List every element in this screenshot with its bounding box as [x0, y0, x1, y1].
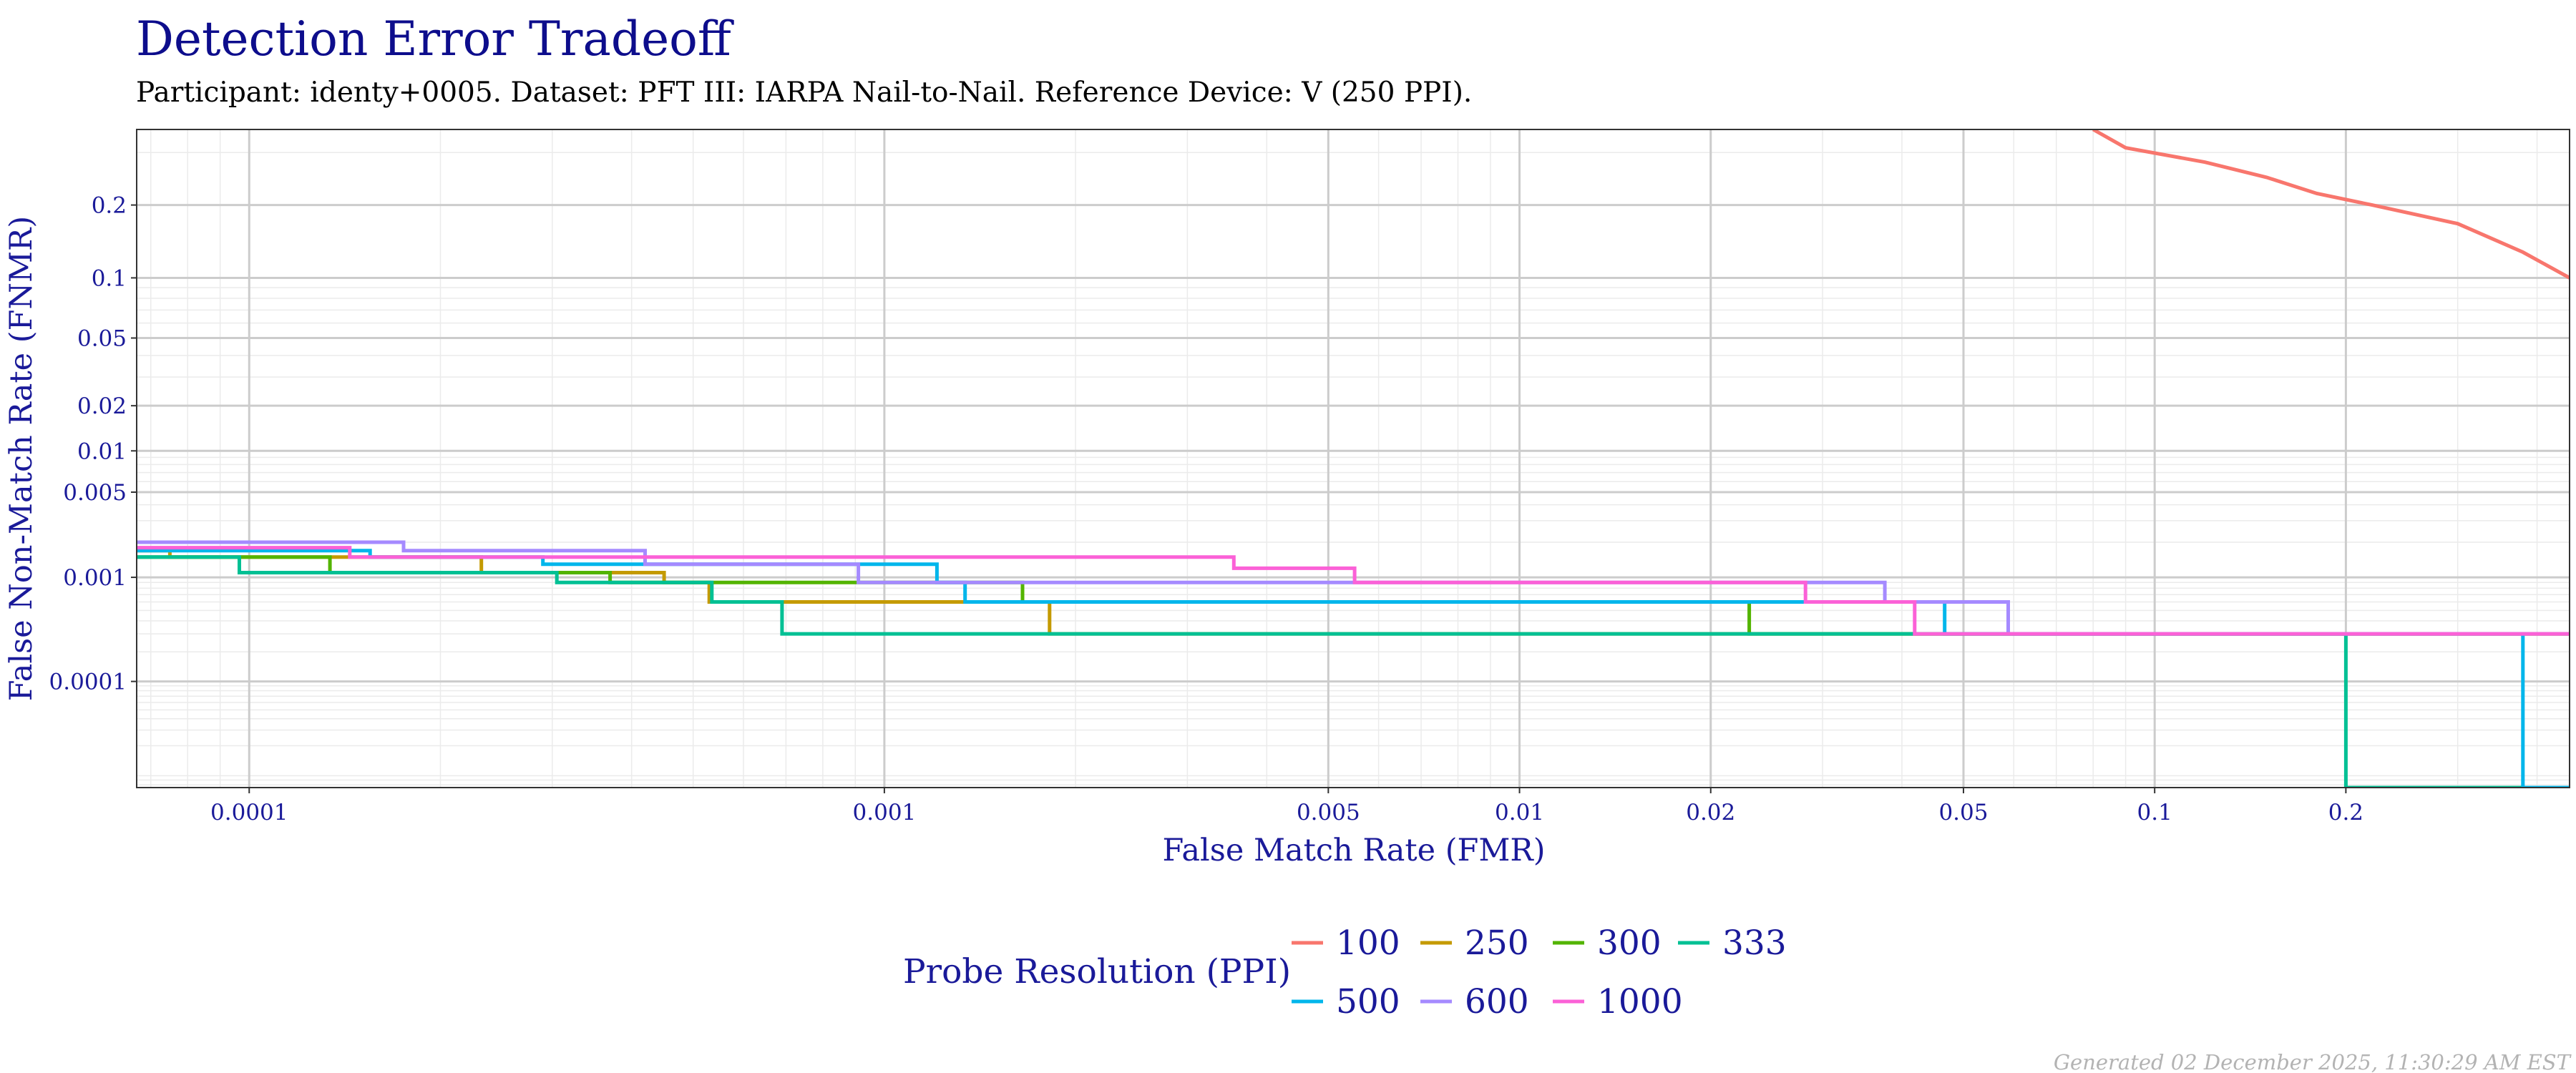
series-line-600 — [137, 540, 2570, 636]
x-tick-label: 0.0001 — [210, 800, 288, 825]
legend-label-100: 100 — [1336, 923, 1400, 963]
y-tick-label: 0.1 — [92, 265, 127, 291]
series-line-300 — [137, 555, 2570, 636]
legend-label-500: 500 — [1336, 982, 1400, 1021]
x-tick-label: 0.01 — [1495, 800, 1544, 825]
x-tick-label: 0.05 — [1938, 800, 1988, 825]
x-tick-label: 0.005 — [1297, 800, 1360, 825]
plot-panel — [137, 129, 2570, 788]
x-axis-title: False Match Rate (FMR) — [1162, 833, 1545, 868]
major-grid — [137, 129, 2570, 788]
plot-border — [136, 129, 2570, 788]
chart-subtitle: Participant: identy+0005. Dataset: PFT I… — [136, 77, 1472, 109]
chart-title: Detection Error Tradeoff — [136, 11, 734, 67]
x-tick-label: 0.2 — [2328, 800, 2363, 825]
y-tick-label: 0.02 — [77, 393, 127, 419]
y-tick-label: 0.2 — [92, 193, 127, 219]
y-axis-title: False Non-Match Rate (FNMR) — [4, 216, 39, 701]
x-tick-label: 0.02 — [1686, 800, 1735, 825]
series-line-333 — [137, 555, 2570, 788]
series-layer — [137, 129, 2570, 788]
x-tick-label: 0.001 — [853, 800, 917, 825]
series-line-100 — [2092, 129, 2570, 280]
y-tick-label: 0.005 — [63, 480, 127, 506]
legend-label-300: 300 — [1597, 923, 1662, 963]
y-axis: 0.2 0.1 0.05 0.02 0.01 0.005 0.001 0.0001 — [49, 193, 137, 695]
x-tick-label: 0.1 — [2137, 800, 2172, 825]
legend-label-600: 600 — [1465, 982, 1529, 1021]
y-tick-label: 0.05 — [77, 326, 127, 352]
x-axis: 0.0001 0.001 0.005 0.01 0.02 0.05 0.1 0.2 — [210, 788, 2363, 825]
legend-label-250: 250 — [1465, 923, 1529, 963]
y-tick-label: 0.01 — [77, 438, 127, 464]
legend-title: Probe Resolution (PPI) — [903, 952, 1291, 991]
generated-footer: Generated 02 December 2025, 11:30:29 AM … — [2054, 1050, 2572, 1073]
y-tick-label: 0.0001 — [49, 670, 127, 695]
legend-label-333: 333 — [1722, 923, 1787, 963]
legend: 100 250 300 333 500 600 1000 — [1292, 923, 1787, 1021]
legend-label-1000: 1000 — [1597, 982, 1683, 1021]
y-tick-label: 0.001 — [63, 565, 127, 591]
series-line-1000 — [137, 546, 2570, 636]
